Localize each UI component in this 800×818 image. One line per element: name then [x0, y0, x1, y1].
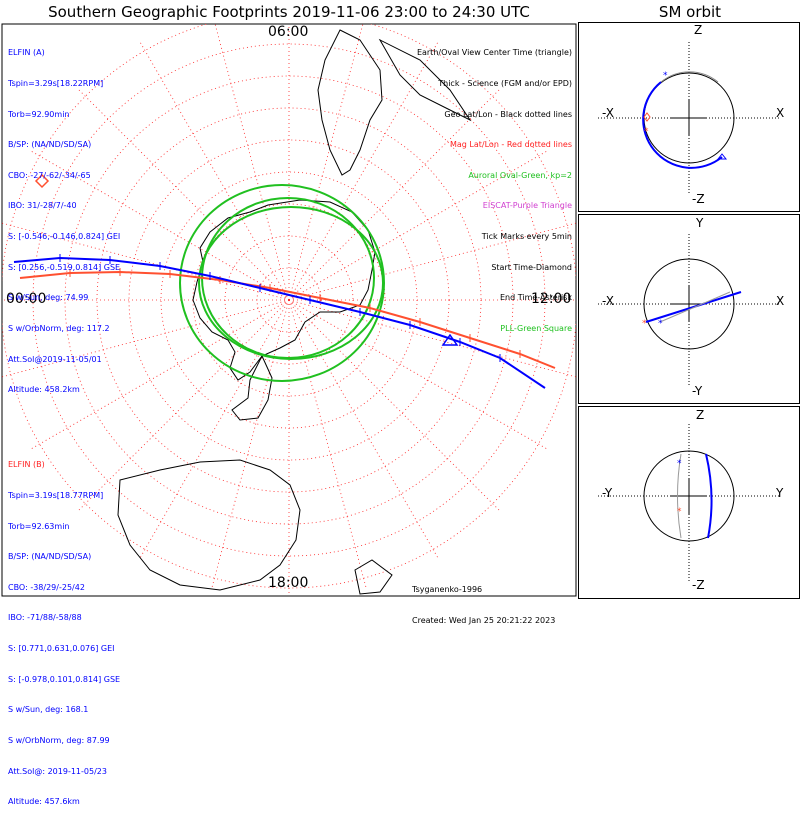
sm-label: X [776, 294, 785, 308]
legend-item: EISCAT-Purple Triangle [482, 201, 572, 211]
sm-label: Y [776, 486, 784, 500]
info-line: Altitude: 458.2km [8, 385, 80, 395]
elfin-b-info: ELFIN (B) Tspin=3.19s[18.77RPM] Torb=92.… [8, 440, 120, 818]
info-line: S w/OrbNorm, deg: 87.99 [8, 735, 110, 745]
continent-outline [378, 38, 472, 122]
coastline [117, 29, 472, 595]
info-line: S w/Sun, deg: 168.1 [8, 705, 89, 715]
info-line: S w/Sun, deg: 74.99 [8, 293, 89, 303]
legend-item: End Time-Asterisk [499, 293, 572, 303]
footprint-map [1, 23, 577, 597]
sm-panel-xy: * * [578, 214, 800, 404]
elfin-b-header: ELFIN (B) [8, 460, 45, 470]
svg-text:*: * [642, 319, 647, 329]
legend-item: Earth/Oval View Center Time (triangle) [416, 48, 572, 58]
auroral-oval-mid [198, 206, 384, 360]
info-line: CBO: -38/29/-25/42 [8, 582, 85, 592]
legend-item: PLL-Green Square [500, 323, 572, 333]
mlt-label-06: 06:00 [268, 24, 309, 40]
sm-orbit-title: SM orbit [658, 3, 722, 21]
svg-text:*: * [677, 507, 682, 517]
mag-lon-line [214, 24, 290, 301]
sm-label: -Z [692, 578, 705, 592]
footprint-tracks [13, 173, 556, 389]
info-line: B/SP: (NA/ND/SD/SA) [8, 140, 92, 150]
continent-outline [117, 459, 301, 591]
info-line: S: [0.256,-0.519,0.814] GSE [8, 262, 121, 272]
info-line: Att.Sol@: 2019-11-05/23 [8, 766, 107, 776]
peninsula-outline [231, 354, 273, 421]
elfin-b-track [19, 270, 556, 369]
mag-lon-line [138, 39, 290, 301]
legend-item: Tick Marks every 5min [481, 232, 572, 242]
info-line: B/SP: (NA/ND/SD/SA) [8, 552, 92, 562]
sm-label: -X [602, 294, 614, 308]
info-line: Altitude: 457.6km [8, 797, 80, 807]
elfin-a-track [13, 256, 546, 389]
svg-text:*: * [644, 127, 649, 137]
info-line: IBO: 31/-28/7/-40 [8, 201, 77, 211]
mag-lon-line [138, 299, 290, 561]
auroral-oval-outer [179, 184, 385, 382]
legend: Earth/Oval View Center Time (triangle) T… [417, 28, 572, 344]
info-line: S: [-0.978,0.101,0.814] GSE [8, 674, 121, 684]
mlt-label-12: 12:00 [531, 291, 572, 307]
legend-item: Mag Lat/Lon - Red dotted lines [449, 140, 572, 150]
info-line: S: [0.771,0.631,0.076] GEI [8, 644, 115, 654]
mlt-label-00: 00:00 [6, 291, 47, 307]
elfin-a-header: ELFIN (A) [8, 48, 45, 58]
start-time-diamond [34, 173, 50, 189]
mag-grid [2, 24, 576, 596]
info-line: Torb=92.63min [8, 521, 70, 531]
mlt-label-18: 18:00 [268, 575, 309, 591]
info-line: Tspin=3.29s[18.22RPM] [8, 79, 104, 89]
auroral-ovals [179, 184, 385, 382]
elfin-a-info: ELFIN (A) Tspin=3.29s[18.22RPM] Torb=92.… [8, 28, 120, 406]
mag-lon-line [210, 299, 290, 590]
sm-label: -Z [692, 192, 705, 206]
legend-item: Start Time-Diamond [491, 262, 572, 272]
sm-label: X [776, 106, 785, 120]
auroral-oval-inner [201, 197, 375, 359]
mag-lon-line [288, 299, 368, 590]
sm-label: Z [696, 408, 705, 422]
info-line: IBO: -71/88/-58/88 [8, 613, 82, 623]
info-line: S: [-0.546,-0.146,0.824] GEI [8, 232, 121, 242]
sm-panel-yz: * * [578, 406, 800, 599]
svg-text:*: * [663, 71, 668, 81]
legend-item: Thick - Science (FGM and/or EPD) [438, 79, 572, 89]
sm-label: -X [602, 106, 614, 120]
sm-label: Y [696, 216, 704, 230]
legend-item: Auroral Oval-Green, kp=2 [468, 170, 572, 180]
sm-label: -Y [692, 384, 703, 398]
credits: Tsyganenko-1996 Created: Wed Jan 25 20:2… [412, 565, 555, 636]
info-line: Torb=92.90min [8, 109, 70, 119]
info-line: S w/OrbNorm, deg: 117.2 [8, 323, 110, 333]
svg-text:*: * [677, 459, 682, 469]
sm-label: Z [694, 23, 703, 37]
sm-label: -Y [602, 486, 613, 500]
legend-item: Geo Lat/Lon - Black dotted lines [444, 109, 572, 119]
antarctica-outline [192, 199, 376, 381]
island-outline [354, 559, 393, 595]
svg-text:*: * [658, 319, 663, 329]
chart-title: Southern Geographic Footprints 2019-11-0… [48, 3, 530, 21]
created-date: Created: Wed Jan 25 20:21:22 2023 [412, 616, 556, 626]
model-name: Tsyganenko-1996 [412, 585, 483, 595]
continent-outline [317, 29, 383, 176]
sm-panel-xz: * * [578, 22, 800, 212]
info-line: Tspin=3.19s[18.77RPM] [8, 491, 104, 501]
info-line: CBO: -27/-62/-34/-65 [8, 170, 91, 180]
info-line: Att.Sol@2019-11-05/01 [8, 354, 102, 364]
center-time-triangle [441, 333, 459, 346]
